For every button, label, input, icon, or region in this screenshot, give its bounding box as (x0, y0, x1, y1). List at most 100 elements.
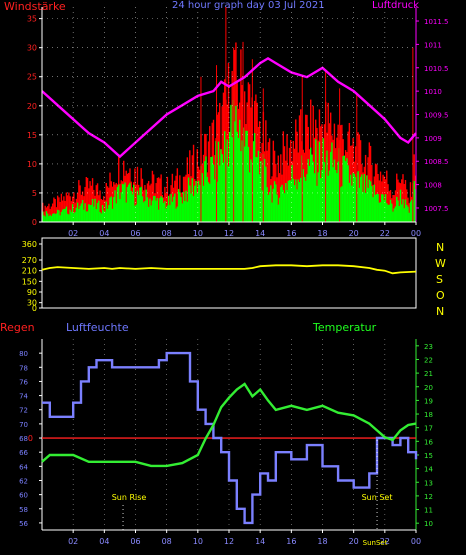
wind-gust-bar (219, 102, 221, 222)
wind-avg-bar (347, 165, 349, 222)
wind-avg-bar (155, 200, 157, 222)
wind-gust-bar (51, 203, 54, 222)
wind-gust-bar (134, 168, 136, 222)
wind-avg-bar (339, 187, 342, 222)
wind-avg-bar (76, 202, 79, 222)
wind-avg-bar (106, 208, 109, 222)
temperature-tick-label: 16 (424, 438, 433, 446)
wind-avg-bar (281, 184, 283, 222)
wind-avg-bar (316, 185, 318, 222)
wind-avg-bar (372, 197, 374, 222)
wind-avg-bar (220, 149, 222, 222)
wind-avg-bar (189, 185, 191, 222)
wind-avg-bar (207, 182, 210, 222)
wind-gust-bar (207, 141, 210, 222)
wind-avg-bar (389, 199, 392, 222)
wind-avg-bar (306, 174, 308, 222)
wind-avg-bar (184, 201, 186, 222)
temperature-tick-label: 12 (424, 493, 433, 501)
wind-avg-bar (408, 212, 410, 222)
wind-avg-bar (288, 180, 291, 222)
wind-gust-bar (79, 185, 81, 222)
wind-avg-bar (332, 167, 334, 222)
wind-avg-bar (177, 189, 180, 222)
wind-avg-bar (167, 195, 170, 222)
wind-avg-bar (60, 211, 63, 222)
wind-avg-bar (271, 202, 273, 222)
wind-gust-bar (175, 175, 177, 222)
wind-avg-bar (68, 214, 70, 222)
wind-avg-bar (44, 216, 46, 222)
wind-avg-bar (247, 146, 250, 222)
wind-avg-bar (376, 193, 378, 222)
wind-avg-bar (399, 189, 402, 222)
x-tick-label-panel-1: 10 (193, 229, 203, 238)
wind-gust-bar (341, 124, 343, 222)
wind-avg-bar (371, 186, 373, 222)
wind-gust-bar (222, 92, 225, 222)
wind-avg-bar (393, 208, 395, 222)
wind-avg-bar (139, 187, 141, 222)
wind-avg-bar (43, 215, 45, 222)
wind-gust-bar (99, 190, 101, 222)
wind-avg-bar (154, 195, 156, 222)
wind-gust-bar (277, 155, 280, 222)
wind-avg-bar (151, 200, 154, 222)
pressure-tick-label: 1008.5 (424, 158, 449, 166)
wind-avg-bar (137, 195, 140, 222)
wind-gust-bar (392, 194, 394, 222)
x-tick-label-panel-3: 20 (349, 537, 359, 546)
wind-avg-bar (258, 174, 261, 222)
wind-gust-bar (374, 163, 377, 222)
wind-avg-bar (166, 205, 169, 222)
wind-avg-bar (270, 185, 272, 222)
wind-avg-bar (266, 187, 268, 222)
wind-avg-bar (61, 209, 64, 222)
wind-avg-bar (79, 205, 81, 222)
wind-avg-bar (293, 185, 296, 222)
pressure-tick-label: 1009 (424, 135, 442, 143)
wind-avg-bar (265, 166, 267, 222)
wind-avg-bar (64, 208, 66, 222)
temperature-tick-label: 19 (424, 397, 433, 405)
wind-avg-bar (146, 197, 149, 222)
wind-avg-bar (96, 202, 99, 222)
wind-avg-bar (131, 194, 134, 222)
wind-avg-bar (387, 204, 389, 222)
direction-tick-label: 210 (22, 267, 37, 276)
wind-avg-bar (90, 205, 93, 222)
wind-gust-bar (68, 192, 70, 222)
wind-avg-bar (156, 198, 159, 222)
temperature-tick-label: 10 (424, 520, 433, 528)
wind-gust-bar (327, 102, 329, 222)
wind-avg-bar (413, 180, 415, 222)
wind-avg-bar (331, 142, 333, 222)
wind-gust-bar (86, 177, 89, 222)
humidity-tick-label: 66 (19, 449, 28, 457)
wind-avg-bar (157, 209, 160, 222)
wind-avg-bar (222, 162, 225, 222)
wind-avg-bar (402, 199, 404, 222)
wind-avg-bar (344, 161, 347, 222)
wind-avg-bar (377, 194, 379, 222)
humidity-tick-label: 60 (19, 492, 28, 500)
wind-gust-bar (54, 198, 56, 222)
temperature-tick-label: 13 (424, 479, 433, 487)
wind-gust-bar (104, 200, 106, 222)
direction-tick-label: 90 (27, 288, 37, 297)
wind-avg-bar (392, 211, 394, 222)
wind-avg-bar (368, 179, 371, 222)
wind-avg-bar (384, 194, 387, 222)
wind-avg-bar (150, 205, 152, 222)
wind-avg-bar (300, 177, 302, 222)
wind-gust-bar (383, 176, 385, 222)
wind-avg-bar (89, 204, 91, 222)
wind-gust-bar (196, 149, 198, 222)
wind-avg-bar (354, 177, 357, 222)
wind-gust-bar (115, 182, 117, 222)
wind-gust-bar (151, 170, 154, 222)
wind-avg-bar (217, 141, 220, 222)
wind-avg-bar (337, 161, 339, 222)
wind-avg-bar (56, 209, 59, 222)
wind-avg-bar (182, 191, 185, 222)
